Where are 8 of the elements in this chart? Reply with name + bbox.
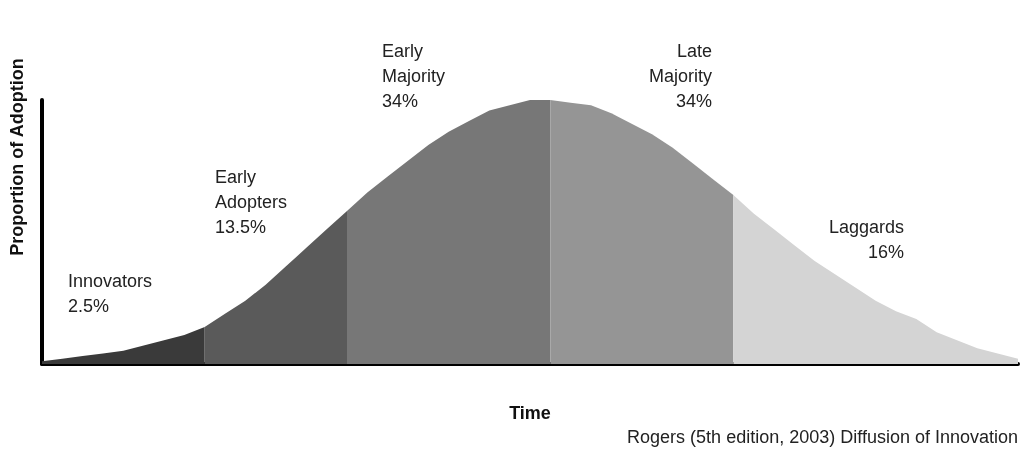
- text: Rogers (5th edition, 2003) Diffusion of Innovation: [627, 427, 1019, 447]
- y-axis-title: Proportion of Adoption: [7, 58, 27, 256]
- series-label: Late Majority 34%: [648, 40, 712, 111]
- series-label: Innovators 2.5%: [68, 270, 153, 316]
- series-label: Laggards 16%: [828, 216, 904, 262]
- series-label: Early Majority 34%: [382, 40, 446, 111]
- x-axis-title: Time: [509, 403, 551, 423]
- series-label: Early Adopters 13.5%: [215, 166, 288, 237]
